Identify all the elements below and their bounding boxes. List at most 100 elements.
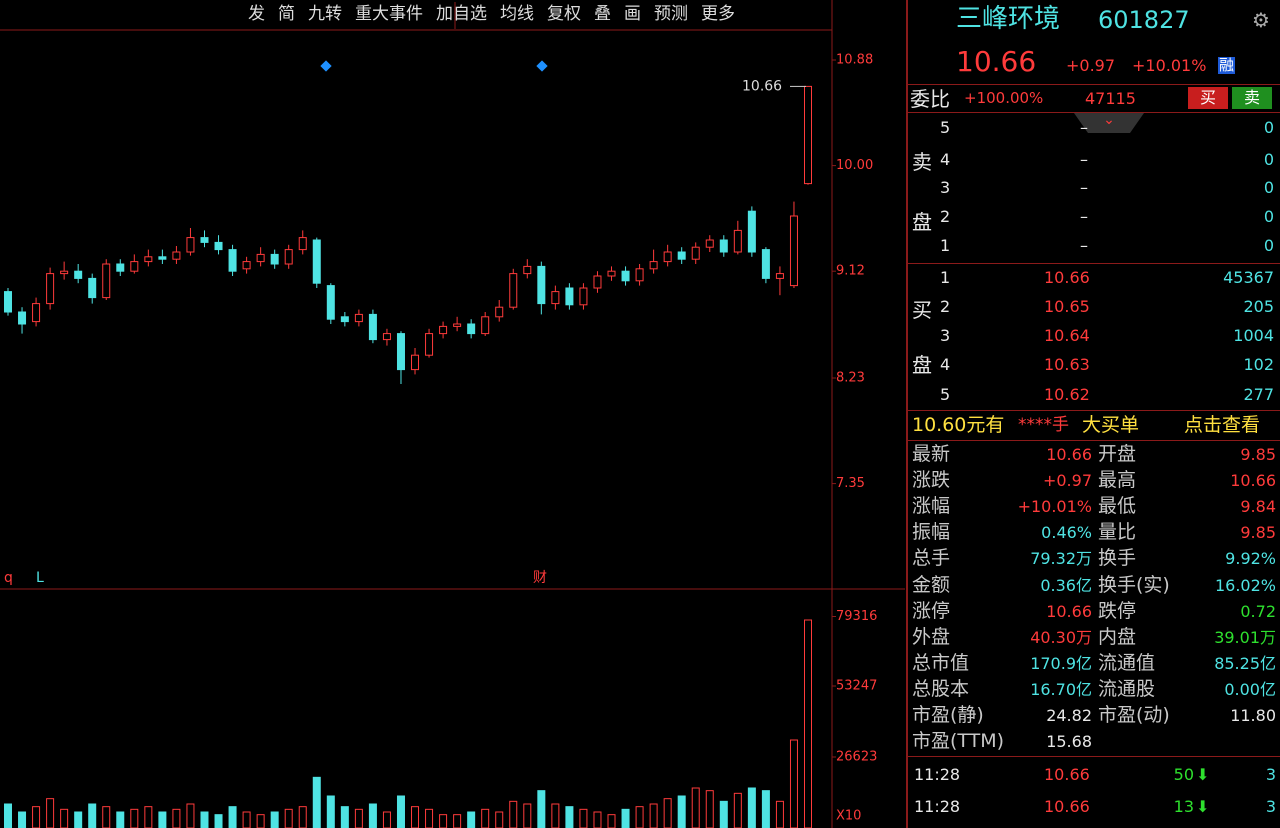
stat-label: 换手: [1098, 547, 1137, 570]
change: +0.97: [1066, 56, 1116, 75]
kline-chart: 10.88 10.00 9.12 8.23 7.35 79316 53247 26623 X10…: [0, 0, 905, 828]
candle-body: [649, 261, 658, 270]
candle-body: [88, 277, 97, 299]
stat-label: 市盈(TTM): [912, 730, 1005, 753]
stat-label: 总市值: [912, 651, 970, 674]
quote-panel: 三峰环境 601827 ⚙ 10.66 +0.97 +10.01% 融委比 +100.00% 4…: [906, 0, 1280, 828]
candle-body: [242, 261, 251, 270]
volume-bar: [789, 739, 798, 828]
volume-bar: [425, 808, 434, 828]
volume-bar: [551, 803, 560, 828]
volume-bar: [705, 790, 714, 828]
sell-level: 4: [940, 150, 951, 169]
volume-bar: [172, 808, 181, 828]
price-tick-label: 8.23: [836, 371, 865, 386]
toolbar-button[interactable]: 复权: [547, 4, 581, 24]
toolbar-button[interactable]: 重大事件: [355, 4, 423, 24]
volume-tick-label: 53247: [836, 679, 877, 694]
candle-body: [326, 285, 335, 320]
volume-bar: [775, 800, 784, 828]
volume-bar: [186, 803, 195, 828]
volume-bar: [593, 811, 602, 828]
volume-bar: [481, 808, 490, 828]
trade-price: 10.66: [1044, 797, 1090, 816]
ratio-label: 委比: [910, 87, 950, 111]
toolbar-button[interactable]: 简: [278, 4, 295, 24]
toolbar-button[interactable]: 叠: [594, 4, 611, 24]
sell-price: –: [1080, 150, 1088, 169]
toolbar-button[interactable]: 加自选: [436, 4, 487, 24]
candle-body: [495, 306, 504, 318]
trade-count: 3: [1265, 765, 1276, 784]
volume-tick-label: 79316: [836, 609, 877, 624]
candle-body: [228, 249, 237, 272]
price-tick-label: 10.00: [836, 158, 873, 173]
toolbar-button[interactable]: 均线: [500, 4, 534, 24]
banner-link[interactable]: 点击查看: [1184, 414, 1261, 436]
sell-volume: 0: [1263, 118, 1274, 137]
stat-value: +10.01%: [1017, 497, 1092, 517]
candle-body: [214, 241, 223, 251]
candle-body: [719, 239, 728, 253]
stat-label: 最低: [1098, 495, 1137, 518]
candle-body: [537, 265, 546, 305]
toolbar-button[interactable]: 画: [624, 4, 641, 24]
candle-body: [368, 313, 377, 341]
volume-bar: [495, 811, 504, 828]
stock-code: 601827: [1098, 6, 1190, 34]
stat-label: 市盈(动): [1098, 704, 1170, 726]
stat-label: 金额: [912, 573, 951, 596]
volume-bar: [453, 814, 462, 828]
stat-value: 0.36亿: [1040, 575, 1092, 595]
volume-bar: [32, 806, 41, 828]
stat-value: 16.70亿: [1030, 679, 1092, 699]
stat-value: 10.66: [1046, 601, 1092, 621]
volume-bar: [691, 787, 700, 828]
stat-value: 9.92%: [1225, 549, 1276, 569]
stat-value: 85.25亿: [1214, 653, 1276, 673]
chart-marker: q: [4, 570, 13, 586]
volume-bar: [214, 814, 223, 828]
toolbar-button[interactable]: 预测: [654, 4, 688, 24]
divider: [908, 112, 1280, 113]
buy-volume: 102: [1243, 355, 1274, 374]
volume-bar: [663, 798, 672, 828]
stat-value: 10.66: [1046, 445, 1092, 464]
sell-volume: 0: [1263, 236, 1274, 255]
candle-body: [593, 275, 602, 289]
volume-bar: [46, 798, 55, 828]
stat-label: 涨幅: [912, 495, 951, 518]
candle-body: [200, 237, 209, 243]
toolbar-button[interactable]: 九转: [308, 4, 342, 24]
candle-body: [411, 354, 420, 371]
stat-value: 0.00亿: [1224, 679, 1276, 699]
chart-marker: 财: [533, 570, 547, 586]
collapse-toggle[interactable]: ⌄: [1074, 113, 1144, 133]
volume-bar: [116, 811, 125, 828]
candle-body: [186, 237, 195, 253]
toolbar-button[interactable]: 发: [248, 4, 265, 24]
volume-bar: [368, 803, 377, 828]
event-marker[interactable]: [536, 60, 548, 72]
sell-button[interactable]: 卖: [1232, 87, 1272, 109]
settings-icon[interactable]: ⚙: [1252, 8, 1270, 32]
stat-value: 39.01万: [1214, 627, 1276, 647]
buy-level: 1: [940, 268, 951, 287]
buy-level: 4: [940, 355, 951, 374]
sell-price: –: [1080, 207, 1088, 226]
candle-body: [102, 263, 111, 299]
candle-body: [789, 215, 798, 287]
price-tick-label: 7.35: [836, 476, 865, 491]
buy-button[interactable]: 买: [1188, 87, 1228, 109]
volume-bar: [130, 808, 139, 828]
stat-label: 外盘: [912, 625, 951, 648]
candle-body: [396, 333, 405, 371]
event-marker[interactable]: [320, 60, 332, 72]
toolbar-button[interactable]: 更多: [701, 4, 735, 24]
banner-text: 大买单: [1082, 414, 1140, 436]
volume-bar: [761, 790, 770, 828]
buy-level: 2: [940, 297, 951, 316]
volume-bar: [270, 811, 279, 828]
stat-label: 总手: [912, 547, 951, 570]
